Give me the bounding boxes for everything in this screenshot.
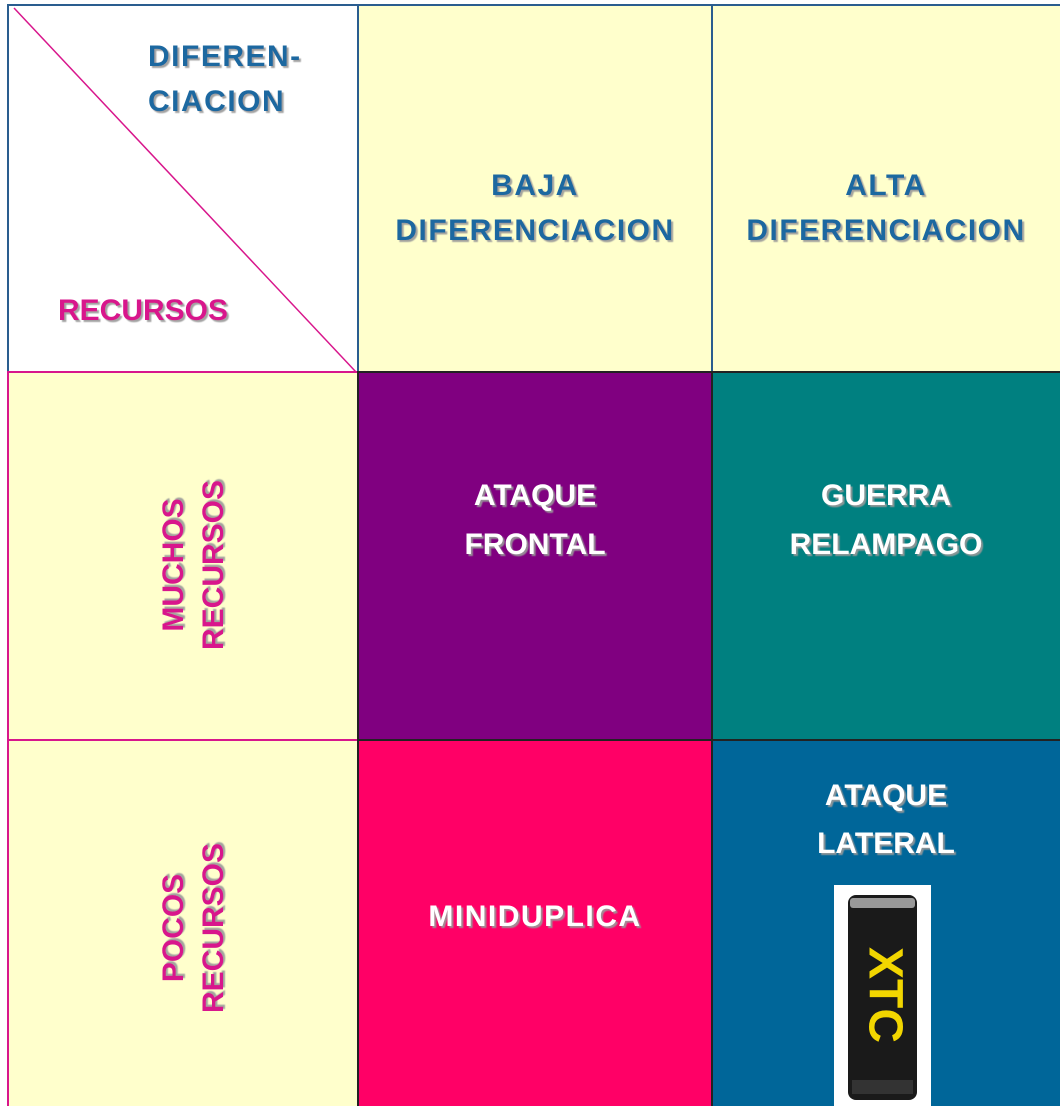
cell (357, 739, 713, 1106)
row-header: POCOS (157, 874, 190, 982)
row-header-cell (7, 371, 359, 741)
cell (711, 371, 1060, 741)
cell-label: LATERAL (817, 827, 955, 860)
cell-label: RELAMPAGO (790, 528, 983, 561)
cell-label: ATAQUE (825, 779, 947, 812)
diagonal (13, 7, 357, 373)
cell-label: FRONTAL (464, 528, 605, 561)
cell-label: GUERRA (821, 479, 951, 512)
corner-label: DIFEREN- (148, 40, 302, 73)
column-header: ALTA (845, 169, 927, 202)
corner-label: CIACION (148, 85, 285, 118)
header-cell (357, 4, 713, 373)
row-header: RECURSOS (197, 843, 230, 1013)
can-image: XTC (834, 885, 931, 1106)
column-header: BAJA (491, 169, 579, 202)
row-header: MUCHOS (157, 498, 190, 631)
corner-label: RECURSOS (58, 294, 228, 327)
column-header: DIFERENCIACION (746, 214, 1025, 247)
column-header: DIFERENCIACION (395, 214, 674, 247)
row-header: RECURSOS (197, 480, 230, 650)
cell-label: MINIDUPLICA (428, 900, 641, 933)
cell-label: ATAQUE (474, 479, 596, 512)
can-label: XTC (858, 947, 911, 1043)
row-header-cell (7, 739, 359, 1106)
